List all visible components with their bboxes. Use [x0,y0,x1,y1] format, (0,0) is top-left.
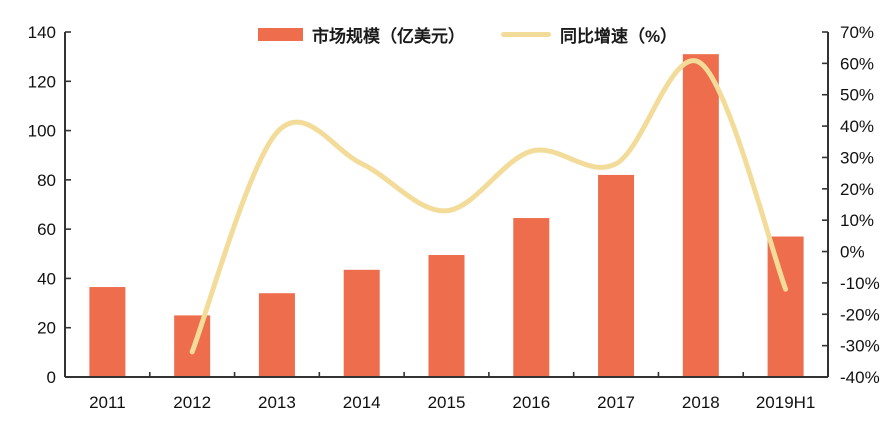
growth-rate-line [189,58,789,355]
right-axis-tick-label: -40% [840,368,880,387]
bar-2017 [598,174,635,377]
x-axis-label-2011: 2011 [89,393,126,412]
x-axis-label-2016: 2016 [512,393,550,412]
left-axis-tick-label: 120 [28,72,56,91]
x-axis-label-2019H1: 2019H1 [756,393,816,412]
left-axis-tick-label: 140 [28,23,56,42]
x-axis-label-2014: 2014 [343,393,381,412]
line-series-swatch [501,32,551,37]
left-axis-tick-label: 60 [37,220,56,239]
left-axis-tick-label: 0 [47,368,56,387]
right-axis-tick-label: 20% [840,180,874,199]
bar-2018 [682,54,719,378]
x-axis-label-2012: 2012 [173,393,211,412]
right-axis-tick-label: 60% [840,54,874,73]
legend-item-market-size: 市场规模（亿美元） [258,22,465,47]
right-axis-tick-label: -10% [840,274,880,293]
legend-label-market-size: 市场规模（亿美元） [312,27,465,46]
bar-2015 [428,255,465,377]
right-axis-tick-label: 70% [840,23,874,42]
x-axis-label-2018: 2018 [682,393,720,412]
right-axis-tick-label: 50% [840,86,874,105]
right-axis-tick-label: 40% [840,117,874,136]
right-axis-tick-label: 30% [840,148,874,167]
legend-item-growth-rate: 同比增速（%） [501,22,677,47]
bar-2014 [343,269,380,377]
bar-2016 [513,218,550,377]
right-axis-tick-label: -20% [840,305,880,324]
left-axis-tick-label: 100 [28,122,56,141]
bar-series-swatch [258,28,303,41]
right-axis-tick-label: 0% [840,243,865,262]
right-axis-tick-label: -30% [840,337,880,356]
legend-label-growth-rate: 同比增速（%） [560,27,678,46]
left-axis-tick-label: 80 [37,171,56,190]
left-axis-tick-label: 40 [37,269,56,288]
x-axis-label-2013: 2013 [258,393,296,412]
left-axis-tick-label: 20 [37,319,56,338]
legend: 市场规模（亿美元） 同比增速（%） [258,22,677,47]
x-axis-label-2017: 2017 [597,393,635,412]
right-axis-tick-label: 10% [840,211,874,230]
x-axis-label-2015: 2015 [428,393,466,412]
bar-2011 [89,287,126,377]
bar-2013 [258,293,295,377]
